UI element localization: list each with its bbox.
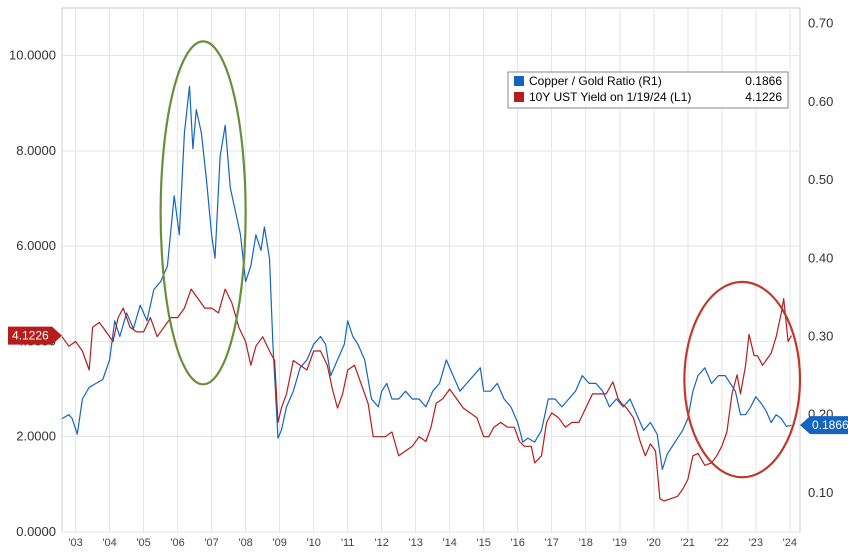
x-tick-label: '06 <box>170 537 184 549</box>
x-tick-label: '21 <box>681 537 695 549</box>
legend-label: 10Y UST Yield on 1/19/24 (L1) <box>529 90 691 104</box>
left-value-tag-text: 4.1226 <box>12 329 49 343</box>
right-value-tag-text: 0.1866 <box>812 418 848 432</box>
x-tick-label: '12 <box>375 537 389 549</box>
y-right-tick-label: 0.60 <box>808 94 833 109</box>
x-tick-label: '18 <box>579 537 593 549</box>
x-tick-label: '24 <box>783 537 797 549</box>
y-right-tick-label: 0.40 <box>808 250 833 265</box>
y-left-tick-label: 0.0000 <box>16 524 56 539</box>
x-tick-label: '23 <box>749 537 763 549</box>
chart-svg: 0.00002.00004.00006.00008.000010.00000.1… <box>0 0 848 557</box>
x-tick-label: '20 <box>647 537 661 549</box>
chart-container: 0.00002.00004.00006.00008.000010.00000.1… <box>0 0 848 557</box>
y-right-tick-label: 0.10 <box>808 485 833 500</box>
y-left-tick-label: 2.0000 <box>16 429 56 444</box>
y-left-tick-label: 6.0000 <box>16 238 56 253</box>
x-tick-label: '03 <box>68 537 82 549</box>
x-tick-label: '05 <box>136 537 150 549</box>
legend-swatch <box>514 92 524 102</box>
x-tick-label: '11 <box>341 537 355 549</box>
x-tick-label: '22 <box>715 537 729 549</box>
x-tick-label: '14 <box>443 537 457 549</box>
x-tick-label: '07 <box>204 537 218 549</box>
y-right-tick-label: 0.50 <box>808 172 833 187</box>
x-tick-label: '17 <box>545 537 559 549</box>
x-tick-label: '19 <box>613 537 627 549</box>
y-right-tick-label: 0.70 <box>808 16 833 31</box>
legend-label: Copper / Gold Ratio (R1) <box>529 74 662 88</box>
x-tick-label: '13 <box>409 537 423 549</box>
y-right-tick-label: 0.30 <box>808 328 833 343</box>
legend-value: 0.1866 <box>745 74 782 88</box>
legend-swatch <box>514 76 524 86</box>
legend-value: 4.1226 <box>745 90 782 104</box>
x-tick-label: '04 <box>102 537 116 549</box>
x-tick-label: '09 <box>272 537 286 549</box>
x-tick-label: '16 <box>511 537 525 549</box>
x-tick-label: '08 <box>238 537 252 549</box>
x-tick-label: '10 <box>306 537 320 549</box>
x-tick-label: '15 <box>477 537 491 549</box>
y-left-tick-label: 10.0000 <box>9 48 56 63</box>
y-left-tick-label: 8.0000 <box>16 143 56 158</box>
